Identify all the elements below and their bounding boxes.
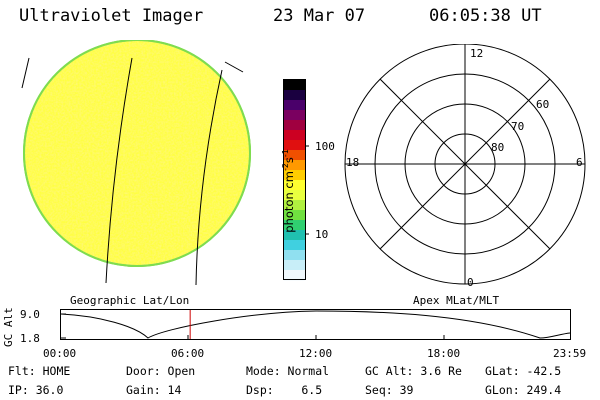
mlt-label-12: 12 <box>470 47 484 60</box>
colorbar-segment <box>284 160 305 171</box>
limb-line <box>224 61 244 73</box>
colorbar-segment <box>284 100 305 111</box>
colorbar-segment <box>284 80 305 91</box>
altitude-y-top: 9.0 <box>20 308 40 321</box>
colorbar-segment <box>284 180 305 191</box>
mlt-label-0: 0 <box>467 276 474 289</box>
altitude-axis-label: GC Alt <box>2 307 15 347</box>
colorbar-segment <box>284 210 305 221</box>
status-gc-alt: GC Alt: 3.6 Re <box>365 364 462 378</box>
mlat-label-80: 80 <box>491 141 505 154</box>
observation-time: 06:05:38 UT <box>429 6 542 26</box>
longitude-line <box>105 57 133 284</box>
mlat-label-60: 60 <box>536 98 550 111</box>
colorbar-segment <box>284 120 305 131</box>
colorbar-segment <box>284 220 305 231</box>
status-mode: Mode: Normal <box>246 364 330 378</box>
geographic-image-panel <box>21 40 251 286</box>
altitude-y-bottom: 1.8 <box>20 332 40 345</box>
colorbar-segment <box>284 250 305 261</box>
instrument-title: Ultraviolet Imager <box>19 6 204 26</box>
altitude-plot <box>60 309 571 340</box>
status-seq: Seq: 39 <box>365 383 414 397</box>
altitude-curve <box>60 310 571 339</box>
colorbar-unit-label: photon cm-2s-1 <box>281 149 296 233</box>
colorbar-segment <box>284 200 305 211</box>
longitude-line <box>195 69 223 286</box>
colorbar-segment <box>284 170 305 181</box>
mlt-label-6: 6 <box>576 156 583 169</box>
mlat-label-70: 70 <box>511 120 525 133</box>
status-glon: GLon: 249.4 <box>485 383 562 397</box>
status-glat: GLat: -42.5 <box>485 364 562 378</box>
time-tick-1800: 18:00 <box>427 347 461 360</box>
colorbar-segment <box>284 150 305 161</box>
status-ip: IP: 36.0 <box>8 383 64 397</box>
apex-panel-label: Apex MLat/MLT <box>413 294 500 307</box>
colorbar-segment <box>284 190 305 201</box>
geographic-panel-label: Geographic Lat/Lon <box>70 294 190 307</box>
time-tick-0600: 06:00 <box>171 347 205 360</box>
status-flight: Flt: HOME <box>8 364 71 378</box>
limb-line <box>21 57 30 89</box>
colorbar-segment <box>284 110 305 121</box>
colorbar-segment <box>284 130 305 141</box>
polar-mlt-grid <box>344 44 586 285</box>
colorbar-tick-10: 10 <box>315 228 329 241</box>
colorbar-segment <box>284 240 305 251</box>
status-gain: Gain: 14 <box>126 383 182 397</box>
colorbar-segment <box>284 140 305 151</box>
mlt-label-18: 18 <box>346 156 360 169</box>
status-door: Door: Open <box>126 364 196 378</box>
colorbar-segment <box>284 270 305 281</box>
colorbar-segment <box>284 230 305 241</box>
status-dsp: Dsp: 6.5 <box>246 383 323 397</box>
time-tick-2359: 23:59 <box>553 347 587 360</box>
colorbar-tick-100: 100 <box>315 140 335 153</box>
colorbar-segment <box>284 260 305 271</box>
time-tick-0000: 00:00 <box>43 347 77 360</box>
colorbar-segment <box>284 90 305 101</box>
observation-date: 23 Mar 07 <box>273 6 366 26</box>
color-scale-bar <box>283 79 309 281</box>
time-tick-1200: 12:00 <box>299 347 333 360</box>
